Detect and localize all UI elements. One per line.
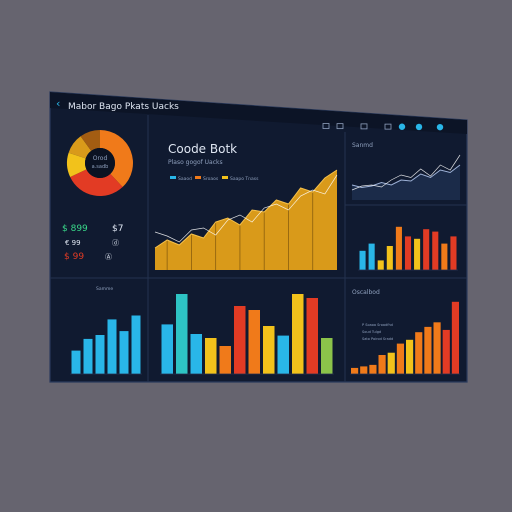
bm-bar-10 [292,294,304,374]
bottom-right-bar-chart [350,301,460,375]
main-area-fill [155,170,337,270]
donut-slice-5 [80,130,100,151]
bm-bar-3 [190,334,202,374]
bl-bar-1 [71,350,81,374]
tr-bar-9 [432,231,439,270]
tr-overlay-line [351,154,461,191]
stat-3-label: $ 99 [64,252,84,262]
bm-bar-9 [277,335,289,374]
legend-label-2: Sroaos [203,176,219,182]
tr-bar-1 [359,250,366,270]
top-right-bar-chart [358,226,458,271]
tr-bar-7 [414,238,421,270]
main-series-line [154,169,338,249]
help-icon[interactable] [436,123,444,131]
donut-center-sub: a.sadb [92,164,109,170]
bm-bar-11 [306,298,318,374]
monitor-icon[interactable] [360,123,368,130]
bm-bar-7 [248,310,260,374]
br-bar-7 [406,339,414,374]
br-bar-3 [369,364,377,374]
donut-chart [67,130,134,197]
bottom-left-title: Samme [96,286,113,292]
main-area-chart [154,169,338,270]
tr-bar-10 [441,243,448,270]
tr-bar-8 [423,229,430,270]
top-right-title: Sanmd [352,142,373,149]
bottom-middle-bar-chart [160,294,334,375]
tr-bar-5 [395,226,402,270]
calendar-icon[interactable] [384,123,392,130]
bottom-right-note-3: Sato Poirod Sradd [362,337,393,341]
bottom-right-title: Oscalbod [352,289,380,296]
grid-icon[interactable] [336,123,344,130]
bm-bar-4 [205,338,217,374]
stat-1-label: $ 899 [62,224,88,234]
main-overlay-line [154,174,338,243]
bl-bar-3 [95,335,105,374]
br-bar-8 [415,332,423,374]
bottom-left-bar-chart [70,315,142,375]
main-legend: Saaod Sroaos Saapo Tnass [170,176,259,182]
legend-swatch-2 [195,176,201,179]
window-icon[interactable] [322,123,330,129]
donut-center-label: Orod [93,155,108,162]
br-bar-11 [442,329,450,374]
top-right-area-chart [351,154,461,200]
tr-bar-6 [404,236,412,270]
user-icon[interactable] [398,123,406,130]
bl-bar-6 [131,315,141,374]
donut-slice-2 [70,169,123,197]
tr-area-fill [352,165,460,200]
br-bar-1 [351,367,359,374]
donut-slice-4 [68,136,92,159]
br-bar-12 [451,301,459,374]
bottom-right-note-2: Soud Tulgd [362,330,381,334]
bm-bar-2 [176,294,188,374]
main-subtitle: Plaso gogof Uacks [168,159,223,166]
app-title: Mabor Bago Pkats Uacks [68,102,179,112]
tr-bar-4 [386,246,393,270]
bl-bar-5 [119,331,129,374]
bm-bar-12 [321,338,333,374]
stat-1-sub: $7 [112,224,123,234]
bm-bar-1 [161,324,173,374]
tr-bar-11 [450,236,457,270]
legend-swatch-3 [222,176,228,179]
donut-slice-1 [100,130,134,188]
bl-bar-4 [107,319,117,374]
donut-hole [85,148,115,178]
back-icon[interactable]: ‹ [56,97,60,110]
br-bar-6 [396,343,404,374]
br-bar-10 [433,322,441,374]
donut-slice-3 [67,152,87,178]
header-icons [322,123,444,131]
stat-2-sub: ⓓ [112,239,119,247]
br-bar-5 [387,352,395,374]
legend-label-1: Saaod [178,176,192,182]
tr-bar-3 [377,260,384,270]
br-bar-4 [378,355,386,374]
br-bar-2 [360,366,368,374]
bottom-right-note-1: P Soaoa Sroadfhd [362,323,393,327]
settings-icon[interactable] [415,123,423,131]
tr-bar-2 [368,243,375,270]
main-title: Coode Botk [168,142,237,156]
bl-bar-2 [83,338,93,374]
legend-label-3: Saapo Tnass [230,176,259,182]
stat-2-label: € 99 [65,239,81,247]
bm-bar-8 [263,326,275,374]
bm-bar-5 [219,346,231,374]
legend-swatch-1 [170,176,176,179]
tr-series-line [351,164,461,189]
br-bar-9 [424,326,432,374]
bm-bar-6 [234,306,246,374]
stat-3-sub: Ⓐ [105,253,112,261]
